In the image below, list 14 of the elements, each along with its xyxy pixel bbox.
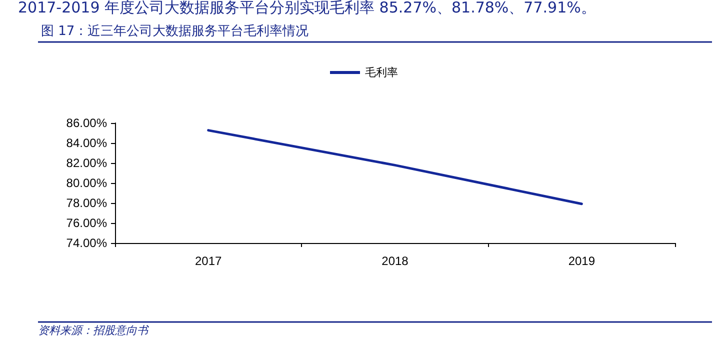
text: 资料来源：招股意向书 <box>38 324 150 337</box>
y-tick-label: 74.00% <box>66 236 108 250</box>
y-tick-label: 82.00% <box>66 156 108 170</box>
legend-label: 毛利率 <box>365 66 398 79</box>
y-tick-label: 78.00% <box>66 196 108 210</box>
y-tick-label: 80.00% <box>66 176 108 190</box>
text: 2017-2019 年度公司大数据服务平台分别实现毛利率 85.27%、81.78%、77.91%。 <box>18 0 596 16</box>
y-tick-label: 76.00% <box>66 216 108 230</box>
y-tick-label: 84.00% <box>66 136 108 150</box>
x-tick-label: 2019 <box>568 254 596 268</box>
y-tick-label: 86.00% <box>66 116 108 130</box>
x-tick-label: 2018 <box>382 254 409 268</box>
chart-title: 图 17：近三年公司大数据服务平台毛利率情况 <box>41 23 309 39</box>
x-tick-label: 2017 <box>194 254 222 268</box>
